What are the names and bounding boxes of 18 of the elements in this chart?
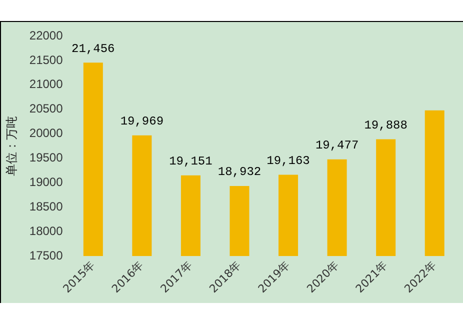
y-tick-label: 18000 — [29, 224, 64, 238]
y-tick-label: 20500 — [29, 102, 64, 116]
y-tick-label: 21000 — [29, 77, 64, 92]
y-tick-label: 21500 — [29, 52, 64, 67]
y-tick-label: 18500 — [29, 199, 64, 214]
data-label: 19,163 — [266, 154, 310, 168]
y-tick-label: 20000 — [29, 126, 64, 140]
data-label: 19,151 — [169, 154, 212, 169]
data-label: 19,969 — [120, 114, 164, 129]
data-label: 19,888 — [364, 118, 408, 132]
data-label: 18,932 — [218, 165, 262, 180]
data-label: 21,456 — [72, 42, 115, 56]
y-tick-label: 22000 — [29, 28, 64, 42]
y-tick-label: 19500 — [29, 150, 64, 165]
y-tick-label: 17500 — [29, 248, 64, 262]
y-axis-title: 单位：万吨 — [4, 116, 18, 176]
data-label: 19,477 — [315, 138, 359, 153]
y-tick-label: 19000 — [29, 175, 64, 190]
